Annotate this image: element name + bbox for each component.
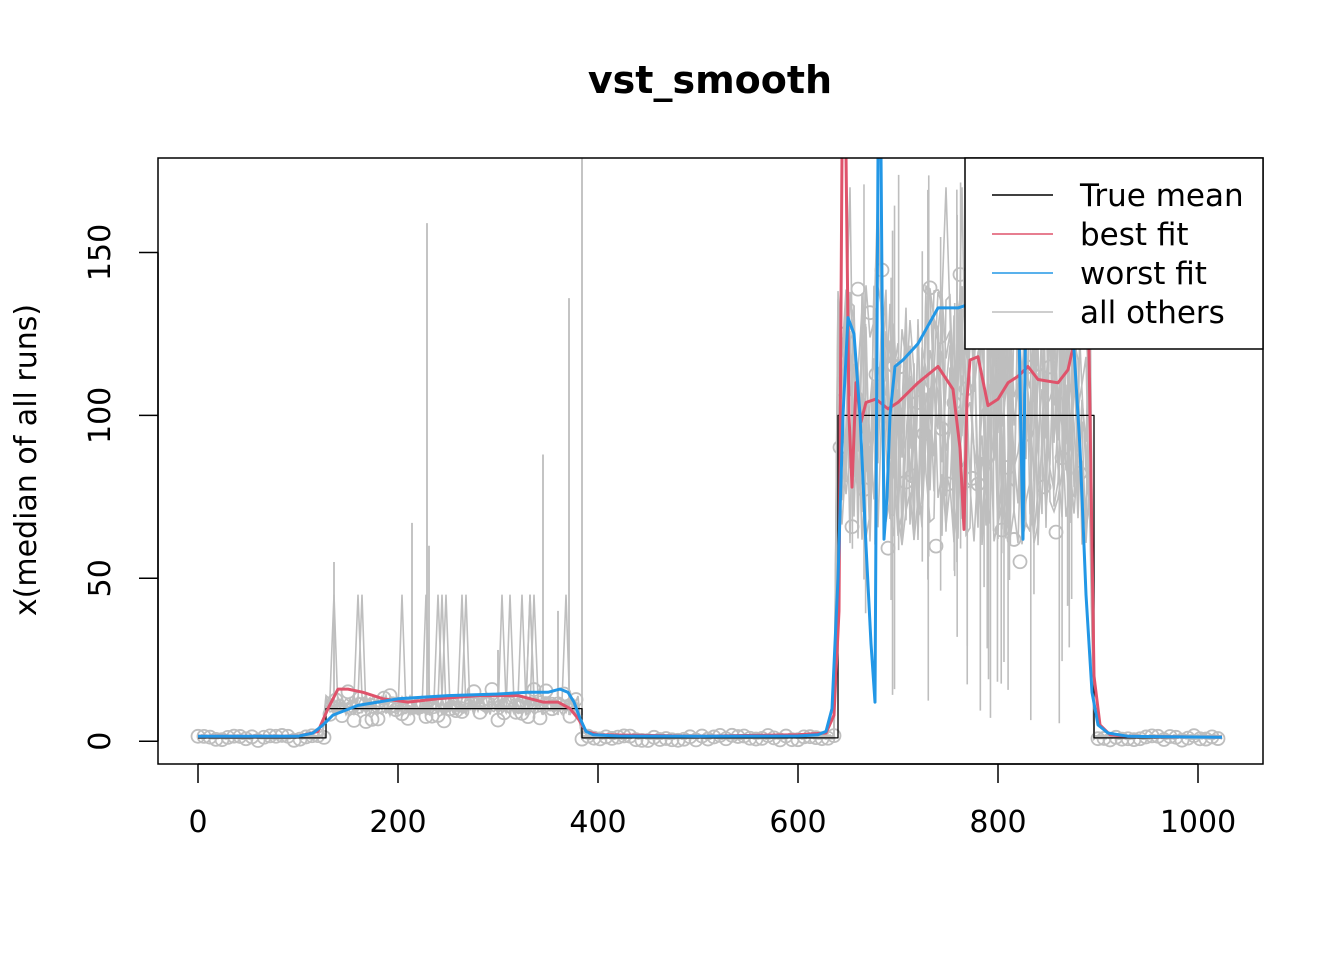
- other-run-point: [592, 731, 608, 747]
- other-run-point: [370, 711, 386, 727]
- legend-label-best-fit: best fit: [1080, 217, 1189, 253]
- other-run-point: [916, 426, 932, 442]
- other-run-point: [382, 688, 398, 704]
- legend: True mean best fit worst fit all others: [964, 157, 1264, 350]
- other-run-point: [478, 696, 494, 712]
- other-run-point: [466, 684, 482, 700]
- other-run-point: [448, 703, 464, 719]
- other-run-point: [1042, 359, 1058, 375]
- other-run-point: [850, 281, 866, 297]
- other-run-point: [1012, 554, 1028, 570]
- other-run-point: [934, 421, 950, 437]
- other-run-point: [1114, 731, 1130, 747]
- other-run-point: [970, 476, 986, 492]
- chart-title: vst_smooth: [588, 58, 832, 102]
- other-run-point: [532, 710, 548, 726]
- other-run-point: [628, 732, 644, 748]
- true-mean-line: [198, 414, 1222, 739]
- other-run-point: [844, 519, 860, 535]
- other-run-point: [1000, 459, 1016, 475]
- other-run-point: [364, 711, 380, 727]
- x-tick-label: 400: [569, 805, 626, 840]
- best-fit-line: [198, 158, 1223, 739]
- other-run-point: [940, 476, 956, 492]
- other-run-point: [1054, 450, 1070, 466]
- legend-label-true-mean: True mean: [1079, 178, 1244, 214]
- x-tick-label: 600: [769, 805, 826, 840]
- x-tick-label: 200: [369, 805, 426, 840]
- other-run-point: [922, 280, 938, 296]
- other-run-point: [436, 713, 452, 729]
- y-tick-label: 50: [83, 559, 118, 597]
- other-run-point: [652, 732, 668, 747]
- x-tick-label: 800: [969, 805, 1026, 840]
- other-run-point: [904, 468, 920, 484]
- legend-label-all-others: all others: [1080, 295, 1225, 331]
- other-run-point: [826, 728, 842, 744]
- other-run-point: [1036, 479, 1052, 495]
- other-run-point: [880, 540, 896, 556]
- x-axis: 0 200 400 600 800 1000: [188, 763, 1236, 840]
- legend-box: [964, 157, 1264, 350]
- other-run-point: [928, 538, 944, 554]
- y-tick-label: 0: [83, 732, 118, 751]
- other-run-point: [400, 710, 416, 726]
- other-run-point: [1006, 532, 1022, 547]
- legend-label-worst-fit: worst fit: [1080, 256, 1207, 292]
- x-tick-label: 0: [188, 805, 207, 840]
- other-run-point: [1048, 524, 1064, 540]
- x-tick-label: 1000: [1160, 805, 1236, 840]
- other-run-point: [1120, 731, 1136, 747]
- y-axis: 0 50 100 150: [83, 224, 159, 751]
- other-run-point: [418, 709, 434, 724]
- y-axis-label: x(median of all runs): [9, 304, 44, 616]
- y-tick-label: 150: [83, 224, 118, 281]
- y-tick-label: 100: [83, 387, 118, 444]
- other-run-point: [910, 395, 926, 410]
- other-run-point: [994, 522, 1010, 538]
- other-run-point: [664, 732, 680, 748]
